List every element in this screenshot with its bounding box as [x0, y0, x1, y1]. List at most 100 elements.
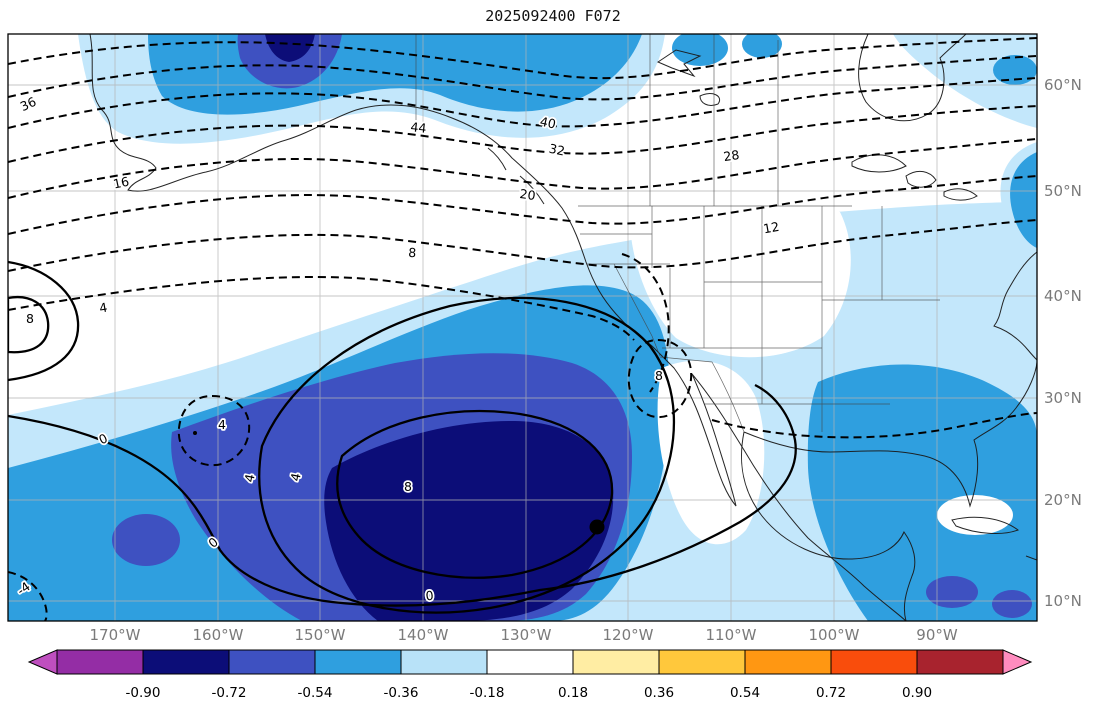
colorbar-tick: -0.72 — [212, 685, 247, 701]
contour-label: 0 — [425, 588, 434, 604]
dashed-contour-corner — [8, 571, 48, 621]
haida-gwaii — [487, 147, 507, 171]
dashed-contour — [8, 138, 1037, 199]
lat-tick-label: 10°N — [1044, 592, 1082, 610]
y-axis-ticks: 60°N 50°N 40°N 30°N 20°N 10°N — [1044, 76, 1082, 610]
shade-white-baja-gap — [657, 360, 765, 545]
colorbar-under-arrow — [27, 649, 58, 675]
colorbar-tick: -0.54 — [298, 685, 333, 701]
colorbar-segment — [916, 649, 1004, 675]
lon-tick-label: 150°W — [295, 626, 346, 644]
shade-royal-caribbean-2 — [992, 590, 1032, 618]
cuba — [951, 516, 1020, 534]
contour-label: 20 — [519, 186, 537, 203]
solid-contour-zero — [8, 383, 797, 607]
point-marker — [589, 519, 605, 535]
dashed-contour — [8, 37, 1037, 80]
contour-label: 8 — [404, 479, 412, 494]
contour-label: 40 — [539, 114, 558, 132]
x-axis-ticks: 170°W 160°W 150°W 140°W 130°W 120°W 110°… — [90, 626, 958, 644]
lake-erie-ontario — [943, 188, 978, 201]
lat-tick-label: 40°N — [1044, 287, 1082, 305]
political-borders — [415, 34, 940, 433]
contour-label: 12 — [762, 219, 780, 237]
colorbar-tick: 0.36 — [644, 685, 674, 701]
contour-labels: 36 16 4 44 40 32 20 28 12 8 8 4 8 0 4 4 … — [12, 92, 782, 605]
shade-pale-ne-corner — [893, 34, 1037, 128]
lon-tick-label: 100°W — [809, 626, 860, 644]
colorbar-tick: 0.54 — [730, 685, 760, 701]
figure-title: 2025092400 F072 — [485, 7, 620, 25]
colorbar-segment — [744, 649, 832, 675]
coastline-gulf-north-florida — [743, 361, 1037, 508]
dashed-contours — [8, 37, 1037, 621]
solid-contour — [8, 295, 50, 354]
contour-label: 4 — [218, 417, 226, 432]
lon-tick-label: 170°W — [90, 626, 141, 644]
great-bear-lake — [656, 49, 702, 78]
map-panel: 36 16 4 44 40 32 20 28 12 8 8 4 8 0 4 4 … — [7, 33, 1038, 622]
contour-label: 8 — [655, 368, 663, 383]
contour-label: 28 — [722, 147, 740, 164]
lon-tick-label: 110°W — [706, 626, 757, 644]
colorbar-tick: -0.90 — [126, 685, 161, 701]
coastline-west — [89, 34, 907, 621]
contour-label: 44 — [410, 119, 427, 136]
colorbar-segment — [830, 649, 918, 675]
colorbar: -0.90 -0.72 -0.54 -0.36 -0.18 0.18 0.36 … — [27, 649, 1033, 701]
shade-navy-top — [265, 34, 315, 62]
lake-superior — [851, 154, 907, 173]
shaded-regions — [8, 34, 1037, 621]
colorbar-tick: 0.72 — [816, 685, 846, 701]
coastline-atlantic — [993, 251, 1037, 361]
dashed-contour — [8, 219, 1037, 272]
colorbar-segment — [228, 649, 316, 675]
colorbar-segment — [142, 649, 230, 675]
lon-tick-label: 120°W — [603, 626, 654, 644]
colorbar-segment — [486, 649, 574, 675]
colorbar-segment — [400, 649, 488, 675]
lat-tick-label: 60°N — [1044, 76, 1082, 94]
solid-contour — [8, 260, 80, 382]
contour-label: 32 — [548, 141, 567, 159]
hispaniola — [1025, 555, 1037, 561]
shade-royal-caribbean-1 — [926, 576, 978, 608]
shade-azure-spot-2 — [742, 34, 782, 58]
coastline-gulf-mexico — [740, 431, 916, 621]
map-frame — [7, 33, 1038, 622]
contour-label: 16 — [112, 174, 131, 192]
province-borders — [649, 34, 779, 206]
contour-label: 8 — [26, 311, 34, 326]
dashed-contour-oval — [177, 394, 251, 467]
shade-azure-spot-3 — [993, 55, 1037, 85]
colorbar-segment — [658, 649, 746, 675]
lake-michigan-huron — [905, 170, 937, 188]
vancouver-island — [519, 175, 545, 205]
lat-tick-label: 50°N — [1044, 182, 1082, 200]
colorbar-over-arrow — [1002, 649, 1033, 675]
shade-royal-west-spot — [112, 514, 180, 566]
shade-azure-spot-1 — [672, 34, 728, 66]
colorbar-segment — [314, 649, 402, 675]
colorbar-tick-labels: -0.90 -0.72 -0.54 -0.36 -0.18 0.18 0.36 … — [126, 685, 933, 701]
dashed-contour — [8, 105, 1037, 163]
dashed-contour — [621, 253, 670, 393]
colorbar-tick: -0.18 — [470, 685, 505, 701]
shade-white-cuba-gap — [937, 495, 1013, 535]
colorbar-segment — [56, 649, 144, 675]
shade-azure-southeast — [807, 364, 1037, 621]
us-mexico-border — [659, 356, 745, 433]
contour-label: 8 — [408, 245, 417, 261]
lon-tick-label: 130°W — [501, 626, 552, 644]
state-borders — [580, 206, 940, 432]
dashed-contour — [8, 275, 635, 341]
shade-navy-core — [324, 420, 614, 621]
shade-white-plains-gap — [629, 194, 851, 358]
colorbar-segment — [572, 649, 660, 675]
small-island-dot — [193, 431, 197, 435]
colorbar-tick: 0.90 — [902, 685, 932, 701]
lon-tick-label: 140°W — [398, 626, 449, 644]
great-slave-lake — [699, 93, 720, 106]
lat-tick-label: 30°N — [1044, 389, 1082, 407]
